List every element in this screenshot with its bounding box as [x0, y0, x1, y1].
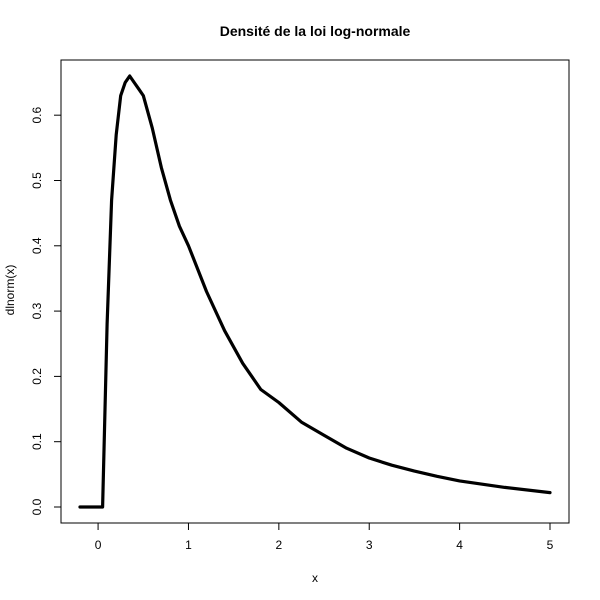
y-tick-label: 0.1 [30, 433, 44, 450]
x-tick-label: 1 [185, 538, 192, 552]
y-axis-label: dlnorm(x) [3, 265, 17, 316]
curve-layer [78, 74, 552, 509]
chart-title: Densité de la loi log-normale [220, 23, 411, 39]
axes: 0 1 2 3 4 5 0.0 0.1 0.2 0.3 0.4 0.5 0.6 [30, 59, 570, 552]
x-tick-label: 0 [95, 538, 102, 552]
x-tick-label: 3 [366, 538, 373, 552]
density-curve [78, 74, 552, 509]
y-tick-label: 0.3 [30, 302, 44, 319]
x-tick-label: 4 [456, 538, 463, 552]
x-tick-label: 5 [547, 538, 554, 552]
y-tick-label: 0.6 [30, 107, 44, 124]
x-tick-label: 2 [276, 538, 283, 552]
y-tick-label: 0.5 [30, 172, 44, 189]
y-tick-label: 0.0 [30, 498, 44, 515]
y-tick-label: 0.2 [30, 368, 44, 385]
y-tick-label: 0.4 [30, 237, 44, 254]
x-axis-label: x [312, 571, 318, 585]
plot-frame [60, 59, 570, 524]
